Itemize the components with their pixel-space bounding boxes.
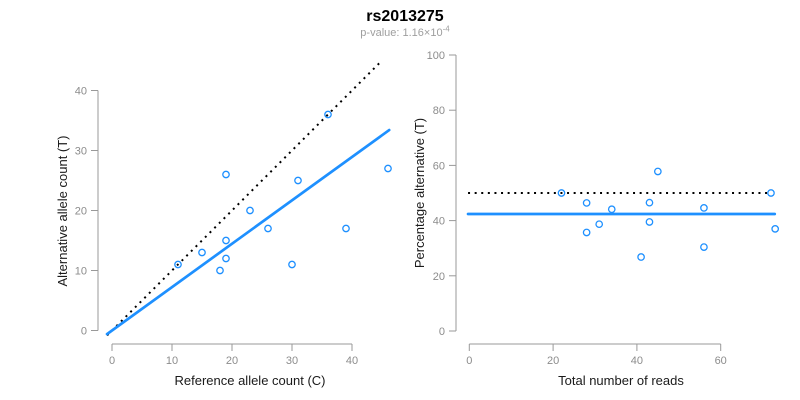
data-point — [384, 164, 392, 173]
data-point — [222, 254, 230, 263]
data-point — [246, 206, 254, 215]
pvalue-text: p-value: 1.16×10 — [360, 27, 443, 39]
data-point — [342, 224, 350, 233]
data-point — [637, 253, 645, 261]
data-point — [767, 189, 775, 197]
data-point — [653, 167, 662, 176]
identity-line — [106, 60, 383, 337]
data-point — [700, 243, 708, 251]
x-tick-label: 30 — [286, 355, 298, 367]
data-point — [595, 220, 604, 229]
y-tick-label: 40 — [433, 216, 445, 228]
y-tick-label: 20 — [75, 206, 87, 218]
y-tick-label: 30 — [75, 146, 87, 158]
x-axis-label: Total number of reads — [558, 373, 684, 388]
data-point — [771, 225, 780, 233]
data-point — [324, 110, 332, 119]
y-axis-label: Alternative allele count (T) — [55, 135, 70, 286]
y-tick-label: 100 — [427, 50, 445, 62]
data-point — [645, 198, 654, 207]
x-tick-label: 10 — [166, 355, 178, 367]
y-tick-label: 0 — [81, 326, 87, 338]
data-point — [174, 260, 182, 269]
y-tick-label: 80 — [433, 105, 445, 117]
figure-subtitle: p-value: 1.16×10-4 — [0, 24, 800, 39]
data-point — [288, 260, 296, 269]
data-point — [607, 205, 616, 214]
y-tick-label: 20 — [433, 271, 445, 283]
x-tick-label: 20 — [226, 355, 238, 367]
data-point — [222, 236, 230, 245]
y-tick-label: 10 — [75, 266, 87, 278]
y-tick-label: 0 — [439, 326, 445, 338]
y-tick-label: 40 — [75, 86, 87, 98]
x-axis-label: Reference allele count (C) — [174, 373, 325, 388]
right-plot: 0 20 40 60 80 100 0 20 40 60 Total number of reads… — [412, 50, 780, 388]
fit-line — [105, 128, 391, 336]
x-tick-label: 40 — [346, 355, 358, 367]
data-point — [198, 248, 206, 257]
data-point — [582, 228, 591, 237]
data-point — [222, 170, 230, 179]
data-point — [294, 176, 302, 185]
figure-title: rs2013275 — [366, 8, 444, 25]
data-point — [216, 266, 224, 275]
y-axis-label: Percentage alternative (T) — [412, 118, 427, 268]
data-point — [700, 204, 708, 212]
data-point — [645, 218, 654, 226]
data-point — [557, 189, 566, 197]
data-point — [264, 224, 272, 233]
y-tick-label: 60 — [433, 160, 445, 172]
pvalue-exponent: -4 — [442, 24, 450, 34]
x-tick-label: 0 — [466, 355, 472, 367]
x-tick-label: 20 — [547, 355, 559, 367]
left-plot: 0 10 20 30 40 0 10 20 30 40 Reference allele count… — [55, 60, 392, 388]
data-point — [582, 199, 591, 207]
x-tick-label: 40 — [631, 355, 643, 367]
x-tick-label: 60 — [715, 355, 727, 367]
x-tick-label: 0 — [109, 355, 115, 367]
